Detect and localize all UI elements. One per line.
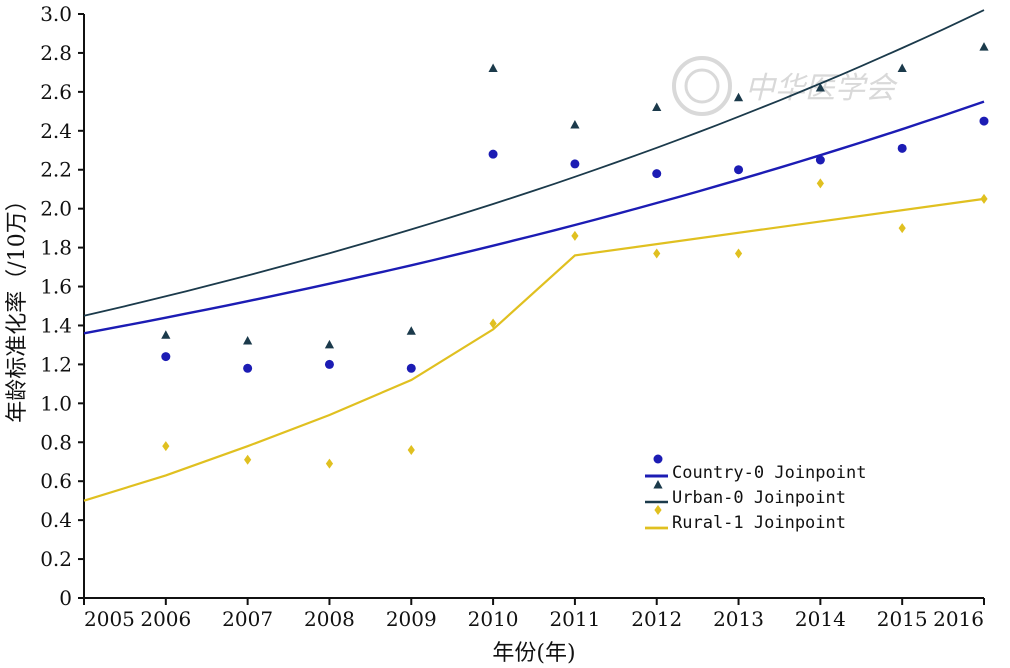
fit-line-3 — [83, 197, 985, 502]
data-point-triangle — [733, 92, 744, 102]
data-point-triangle — [243, 336, 253, 345]
data-point-circle — [243, 363, 253, 373]
data-point-diamond — [325, 458, 334, 469]
data-point-triangle — [570, 119, 580, 129]
data-point-triangle — [161, 330, 171, 339]
x-tick-label: 2010 — [468, 607, 519, 631]
x-tick-label: 2006 — [140, 607, 191, 631]
data-point-circle — [570, 159, 580, 169]
y-tick-label: 0 — [59, 586, 72, 610]
y-ticks: 0 0.2 0.4 0.6 0.8 1.0 1.2 1.4 1.6 1.8 2.0 2.2 2.4 2.6… — [40, 2, 84, 610]
x-tick-label: 2012 — [631, 607, 682, 631]
legend-label-1: Country-0 Joinpoint — [672, 463, 866, 483]
data-point-diamond — [244, 454, 252, 465]
y-tick-label: 2.6 — [40, 80, 72, 104]
data-point-circle — [488, 149, 498, 159]
watermark: 中华医学会 — [672, 56, 898, 116]
data-point-circle — [734, 165, 744, 175]
data-point-diamond — [407, 445, 415, 456]
x-tick-label: 2015 — [877, 607, 928, 631]
data-point-diamond — [980, 193, 988, 204]
y-tick-label: 0.6 — [40, 469, 72, 493]
x-tick-label: 2007 — [222, 607, 273, 631]
y-tick-label: 2.8 — [40, 41, 72, 65]
x-ticks: 2005 2006 2007 2008 2009 2010 2011 2012 2013 2014… — [83, 598, 985, 631]
watermark-seal-icon — [672, 56, 732, 116]
data-point-triangle — [324, 339, 335, 349]
data-point-circle — [324, 359, 334, 369]
data-point-circle — [406, 363, 416, 373]
y-tick-label: 2.2 — [40, 158, 72, 182]
x-tick-label: 2009 — [386, 607, 437, 631]
x-tick-label: 2014 — [795, 607, 846, 631]
y-tick-label: 1.6 — [40, 275, 72, 299]
legend-marker-2 — [653, 480, 663, 489]
fit-line-2 — [83, 9, 985, 317]
data-point-triangle — [406, 326, 416, 335]
data-point-circle — [815, 155, 825, 165]
data-point-triangle — [652, 102, 662, 111]
legend-marker-3 — [654, 505, 662, 515]
data-point-diamond — [571, 230, 579, 241]
data-point-circle — [979, 116, 989, 126]
x-tick-label: 2005 — [84, 607, 135, 631]
data-point-circle — [652, 169, 662, 179]
data-point-triangle — [979, 42, 989, 51]
data-point-triangle — [488, 63, 498, 73]
legend: Country-0 Joinpoint Urban-0 Joinpoint Rura… — [645, 454, 866, 533]
data-point-triangle — [897, 63, 907, 73]
y-tick-label: 1.0 — [40, 391, 72, 415]
y-tick-label: 2.4 — [40, 119, 72, 143]
legend-label-2: Urban-0 Joinpoint — [672, 488, 846, 508]
data-point-diamond — [734, 248, 743, 259]
fit-lines — [83, 9, 985, 502]
y-tick-label: 0.2 — [40, 547, 72, 571]
y-tick-label: 2.0 — [40, 197, 72, 221]
y-tick-label: 1.8 — [40, 236, 72, 260]
legend-label-3: Rural-1 Joinpoint — [672, 513, 846, 533]
data-point-diamond — [489, 318, 497, 329]
y-tick-label: 3.0 — [40, 2, 72, 26]
x-tick-label: 2013 — [713, 607, 764, 631]
data-point-circle — [161, 352, 171, 362]
x-tick-label: 2008 — [304, 607, 355, 631]
data-points — [161, 42, 989, 469]
x-axis-title: 年份(年) — [492, 641, 575, 666]
data-point-diamond — [162, 441, 170, 452]
y-axis-title: 年龄标准化率（/10万） — [5, 189, 30, 422]
y-tick-label: 1.4 — [40, 313, 72, 337]
data-point-circle — [897, 143, 907, 153]
y-tick-label: 1.2 — [40, 352, 72, 376]
y-tick-label: 0.4 — [40, 508, 72, 532]
x-tick-label: 2016 — [933, 607, 984, 631]
data-point-triangle — [815, 82, 825, 92]
legend-marker-1 — [653, 454, 663, 464]
fit-line-1 — [83, 100, 985, 335]
data-point-diamond — [653, 248, 661, 259]
data-point-diamond — [816, 178, 824, 189]
y-tick-label: 0.8 — [40, 430, 72, 454]
watermark-seal-inner-icon — [684, 68, 720, 104]
x-tick-label: 2011 — [549, 607, 600, 631]
data-point-diamond — [898, 223, 906, 234]
